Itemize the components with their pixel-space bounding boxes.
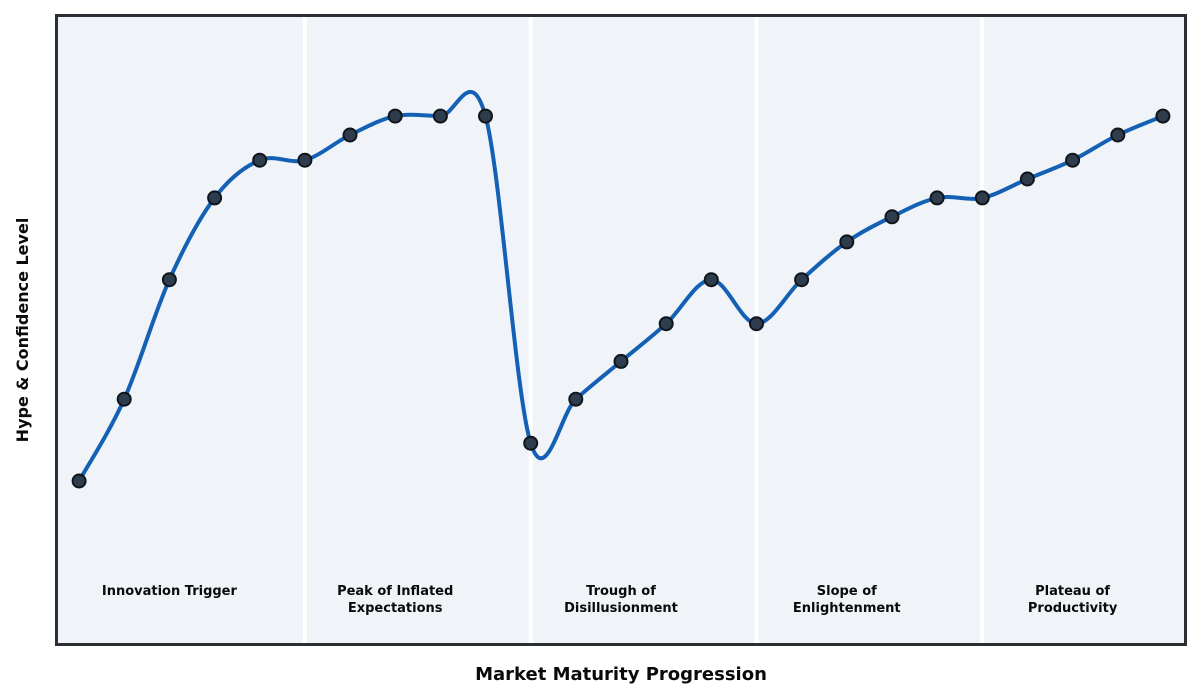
phase-label: Trough of Disillusionment (564, 584, 678, 616)
data-point-marker (974, 190, 990, 206)
data-point-marker (703, 272, 719, 288)
data-point-marker (71, 473, 87, 489)
data-point-marker (658, 316, 674, 332)
plot-border (55, 14, 1187, 646)
data-point-marker (568, 391, 584, 407)
data-points (71, 108, 1171, 489)
phase-label: Innovation Trigger (102, 584, 238, 599)
data-point-marker (207, 190, 223, 206)
data-point-marker (749, 316, 764, 332)
data-point-marker (929, 190, 945, 206)
data-point-marker (1155, 108, 1171, 124)
data-point-marker (523, 435, 539, 451)
hype-curve (77, 89, 1165, 483)
data-point-marker (794, 272, 810, 288)
data-point-marker (116, 391, 132, 407)
data-point-marker (1019, 171, 1035, 187)
data-point-marker (478, 108, 493, 124)
data-point-marker (342, 127, 358, 143)
data-point-marker (432, 108, 448, 124)
data-point-marker (839, 234, 855, 250)
data-point-marker (387, 108, 403, 124)
phase-label: Peak of Inflated Expectations (337, 584, 453, 616)
x-axis-label: Market Maturity Progression (475, 664, 767, 685)
data-point-marker (297, 152, 313, 168)
phase-label: Plateau of Productivity (1028, 584, 1118, 616)
phase-label: Slope of Enlightenment (793, 584, 901, 616)
data-point-marker (613, 353, 629, 369)
data-point-marker (161, 272, 177, 288)
plot-area (56, 15, 1186, 645)
data-point-marker (884, 209, 900, 225)
data-point-marker (252, 152, 268, 168)
phase-labels: Innovation Trigger Peak of Inflated Expect… (102, 584, 1118, 616)
y-axis-label: Hype & Confidence Level (13, 218, 32, 443)
data-point-marker (1110, 127, 1126, 143)
data-point-marker (1065, 152, 1081, 168)
